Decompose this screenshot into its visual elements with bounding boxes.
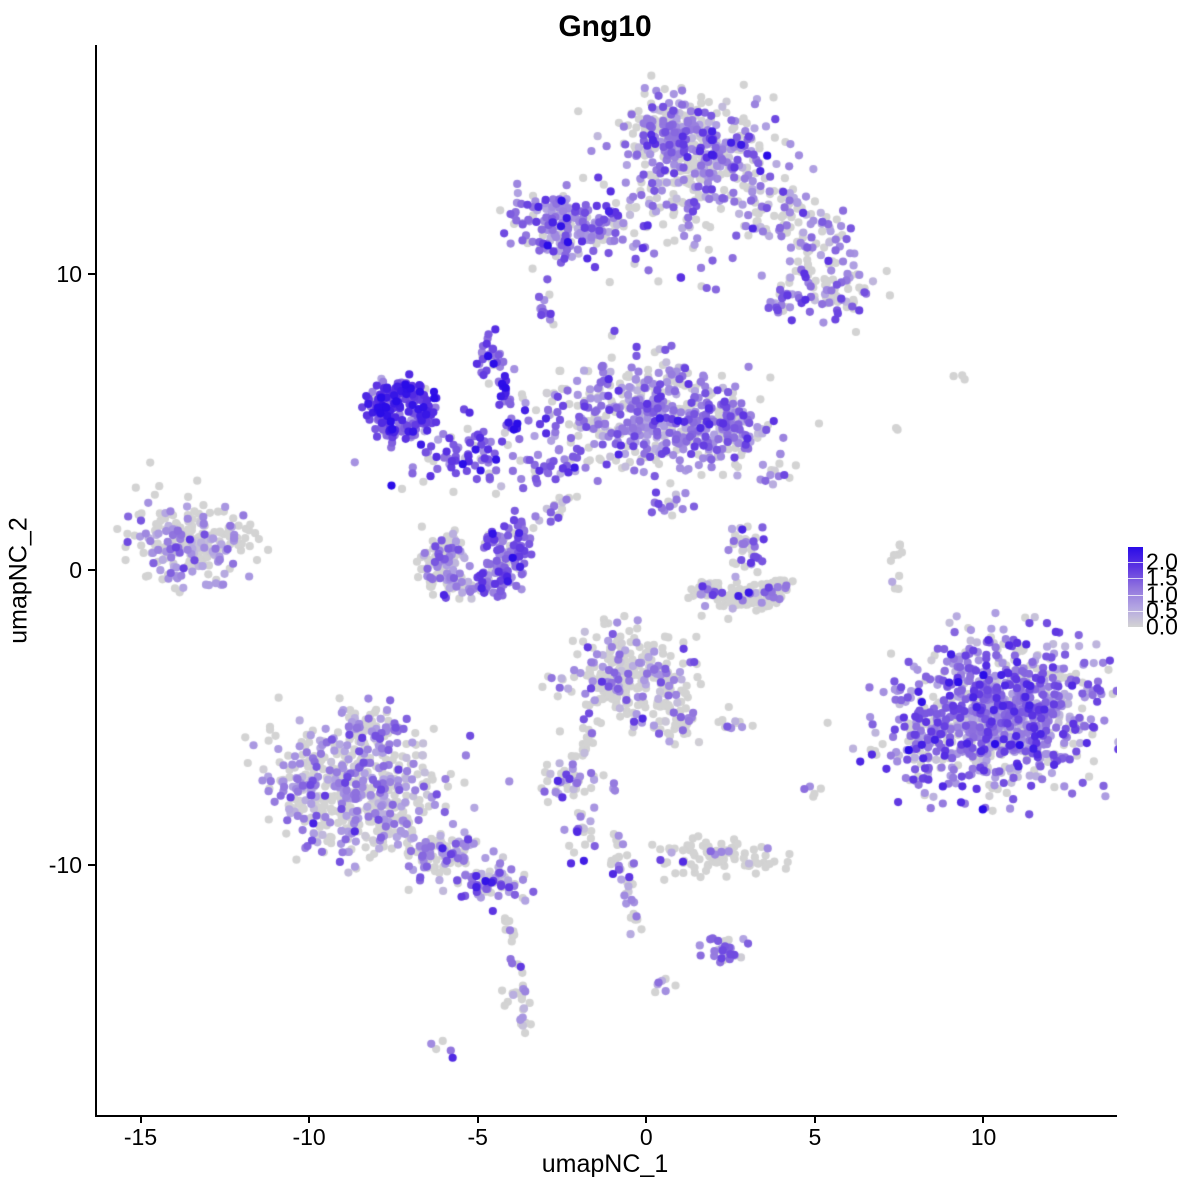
legend-tick-label: 0.5: [1146, 597, 1178, 624]
legend-tick-label: 2.0: [1146, 548, 1178, 575]
y-tick-label: 0: [69, 556, 82, 583]
plot-area: [95, 45, 1117, 1117]
x-tick-mark: [139, 1116, 142, 1123]
x-tick-mark: [476, 1116, 479, 1123]
y-tick-mark: [88, 864, 95, 867]
y-tick-mark: [88, 568, 95, 571]
y-tick-label: 10: [56, 261, 82, 288]
x-axis-label: umapNC_1: [541, 1150, 669, 1178]
x-tick-label: -15: [123, 1124, 158, 1150]
x-tick-label: 5: [808, 1124, 822, 1150]
y-tick-label: -10: [48, 852, 82, 879]
legend-tick-line: [1128, 578, 1143, 580]
legend-tick-line: [1128, 610, 1143, 612]
x-tick-mark: [308, 1116, 311, 1123]
legend-tick-line: [1128, 562, 1143, 564]
x-tick-mark: [645, 1116, 648, 1123]
legend-tick-label: 1.0: [1146, 581, 1178, 608]
x-tick-label: 0: [639, 1124, 653, 1150]
legend-tick-label: 0.0: [1146, 613, 1178, 640]
x-tick-mark: [813, 1116, 816, 1123]
x-tick-label: -10: [292, 1124, 326, 1150]
y-tick-mark: [88, 273, 95, 276]
x-tick-label: -5: [467, 1124, 488, 1150]
umap-scatter-canvas: [97, 45, 1117, 1115]
legend-tick-line: [1128, 594, 1143, 596]
x-tick-label: 10: [970, 1124, 997, 1150]
legend-tick-label: 1.5: [1146, 564, 1178, 591]
x-tick-mark: [982, 1116, 985, 1123]
chart-title: Gng10: [558, 10, 652, 43]
legend-colorbar: [1128, 547, 1143, 627]
